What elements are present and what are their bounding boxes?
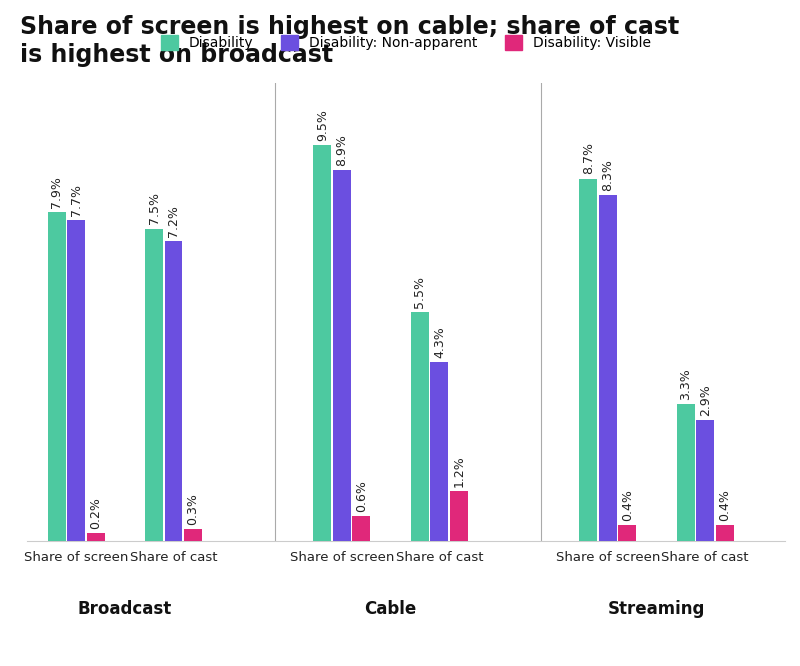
Legend: Disability, Disability: Non-apparent, Disability: Visible: Disability, Disability: Non-apparent, Di… [156,30,657,56]
Bar [450,492,468,541]
Bar [353,516,370,541]
Text: 7.9%: 7.9% [50,176,63,208]
Bar [579,178,598,541]
Bar [598,195,617,541]
Bar [184,529,202,541]
Bar [67,220,85,541]
Text: 8.7%: 8.7% [582,143,594,174]
Text: 8.9%: 8.9% [335,134,349,166]
Text: 4.3%: 4.3% [433,326,446,358]
Bar [145,228,163,541]
Bar [165,241,182,541]
Bar [411,312,429,541]
Text: 7.7%: 7.7% [70,184,82,216]
Text: 3.3%: 3.3% [679,368,692,400]
Bar [47,212,66,541]
Bar [716,525,734,541]
Bar [333,170,351,541]
Text: 0.6%: 0.6% [355,480,368,512]
Text: 7.5%: 7.5% [147,192,161,224]
Bar [314,145,331,541]
Text: 7.2%: 7.2% [167,205,180,237]
Text: Cable: Cable [365,599,417,617]
Text: Share of screen is highest on cable; share of cast
is highest on broadcast: Share of screen is highest on cable; sha… [20,15,679,67]
Text: 0.2%: 0.2% [89,497,102,529]
Text: 8.3%: 8.3% [602,159,614,191]
Bar [430,362,448,541]
Text: 0.4%: 0.4% [621,489,634,521]
Text: 1.2%: 1.2% [452,456,466,487]
Bar [618,525,636,541]
Text: 0.4%: 0.4% [718,489,731,521]
Text: Streaming: Streaming [608,599,705,617]
Text: 9.5%: 9.5% [316,109,329,141]
Bar [696,420,714,541]
Bar [677,404,694,541]
Text: Broadcast: Broadcast [78,599,172,617]
Text: 2.9%: 2.9% [698,384,712,416]
Text: 0.3%: 0.3% [186,493,199,525]
Bar [86,533,105,541]
Text: 5.5%: 5.5% [414,276,426,308]
